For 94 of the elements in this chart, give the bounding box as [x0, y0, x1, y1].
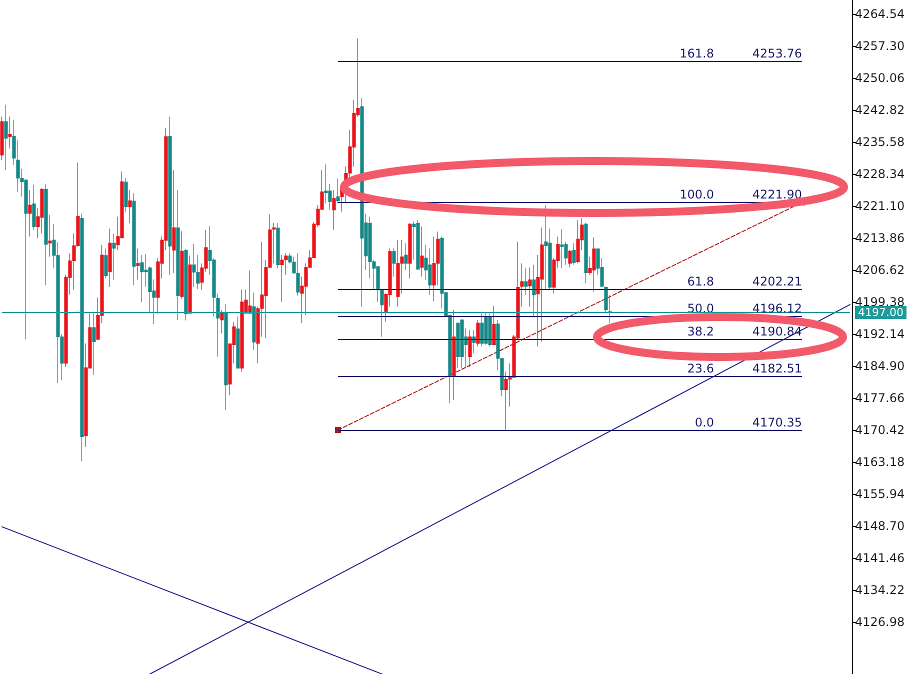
- candlestick: [224, 304, 228, 410]
- candlestick: [568, 250, 572, 268]
- candlestick: [584, 222, 588, 284]
- candlestick: [460, 318, 464, 368]
- candlestick: [420, 226, 424, 277]
- candlestick: [528, 267, 532, 308]
- candlestick: [168, 116, 172, 276]
- candlestick: [488, 313, 492, 347]
- candlestick: [532, 264, 536, 318]
- candlestick: [172, 170, 176, 274]
- candlestick: [544, 204, 548, 290]
- candlestick: [336, 178, 340, 204]
- candlestick: [80, 213, 84, 462]
- candlestick: [48, 214, 52, 258]
- candlestick: [468, 330, 472, 368]
- candlestick: [132, 192, 136, 286]
- ref-line-label: 4221.90: [752, 187, 802, 202]
- y-tick-label: 4228.34: [855, 166, 905, 181]
- candlestick: [0, 116, 4, 160]
- y-tick-label: 4126.98: [855, 614, 905, 629]
- candlestick: [28, 190, 32, 237]
- ref-line-label: 4202.21: [752, 274, 802, 288]
- candlestick: [560, 229, 564, 269]
- y-tick-label: 4141.46: [855, 550, 905, 565]
- y-tick-label: 4250.06: [855, 70, 905, 85]
- candlestick: [484, 312, 488, 346]
- candlestick: [524, 268, 528, 296]
- candlestick: [572, 242, 576, 266]
- ref-line-label: 4170.35: [752, 415, 802, 430]
- candlestick: [180, 230, 184, 300]
- candlestick: [192, 244, 196, 288]
- y-tick-label: 4155.94: [855, 486, 905, 501]
- y-tick-label: 4257.30: [855, 38, 905, 53]
- ref-line-label: 4253.76: [752, 46, 802, 61]
- candlestick: [480, 313, 484, 347]
- candlestick: [396, 240, 400, 308]
- y-tick-label: 4163.18: [855, 454, 905, 469]
- candlestick: [176, 190, 180, 320]
- candlestick: [184, 248, 188, 321]
- y-tick-label: 4235.58: [855, 134, 905, 149]
- y-tick-label: 4170.42: [855, 422, 905, 437]
- candlestick: [44, 184, 48, 286]
- candlestick: [492, 306, 496, 346]
- candlestick: [252, 292, 256, 350]
- y-tick-label: 4192.14: [855, 326, 905, 341]
- y-tick-label: 4148.70: [855, 518, 905, 533]
- candlestick: [92, 313, 96, 376]
- candlestick: [456, 322, 460, 368]
- candlestick: [108, 228, 112, 288]
- annotation: 61.8: [687, 274, 714, 288]
- ref-line-label: 4182.51: [752, 362, 802, 376]
- candlestick: [332, 190, 336, 230]
- candlestick: [296, 252, 300, 296]
- candlestick: [40, 188, 44, 234]
- y-tick-label: 4134.22: [855, 582, 905, 597]
- candlestick: [112, 234, 116, 280]
- annotation: 161.8: [680, 46, 714, 61]
- candlestick: [404, 242, 408, 270]
- candlestick: [576, 220, 580, 264]
- candlestick: [408, 222, 412, 279]
- annotation: 23.6: [687, 362, 714, 376]
- candlestick: [188, 255, 192, 314]
- candlestick: [136, 248, 140, 280]
- candlestick: [428, 248, 432, 296]
- y-tick-label: 4221.10: [855, 198, 905, 213]
- ref-line-label: 4197.00: [858, 306, 904, 319]
- candlestick: [32, 184, 36, 230]
- y-tick-label: 4177.66: [855, 390, 905, 405]
- candlestick: [124, 178, 128, 212]
- candlestick: [280, 254, 284, 302]
- candlestick: [104, 248, 108, 279]
- candlestick: [416, 220, 420, 270]
- annotation: 0.0: [694, 415, 714, 430]
- y-tick-label: 4184.90: [855, 358, 905, 373]
- candlestick: [4, 104, 8, 170]
- y-tick-label: 4206.62: [855, 262, 905, 277]
- candlestick: [392, 248, 396, 277]
- candlestick: [248, 270, 252, 314]
- candlestick: [236, 316, 240, 368]
- candlestick: [128, 190, 132, 224]
- ref-line-label: 4196.12: [752, 301, 802, 316]
- candlestick: [240, 289, 244, 372]
- candlestick: [592, 237, 596, 292]
- annotation: 38.2: [687, 324, 714, 339]
- y-tick-label: 4242.82: [855, 102, 905, 117]
- y-tick-label: 4213.86: [855, 230, 905, 245]
- y-tick-label: 4264.54: [855, 6, 905, 21]
- candlestick: [220, 310, 224, 334]
- candlestick: [140, 254, 144, 303]
- annotation: 100.0: [680, 187, 714, 202]
- candlestick: [8, 116, 12, 149]
- candlestick: [476, 320, 480, 347]
- candlestick: [452, 310, 456, 400]
- candlestick: [276, 222, 280, 269]
